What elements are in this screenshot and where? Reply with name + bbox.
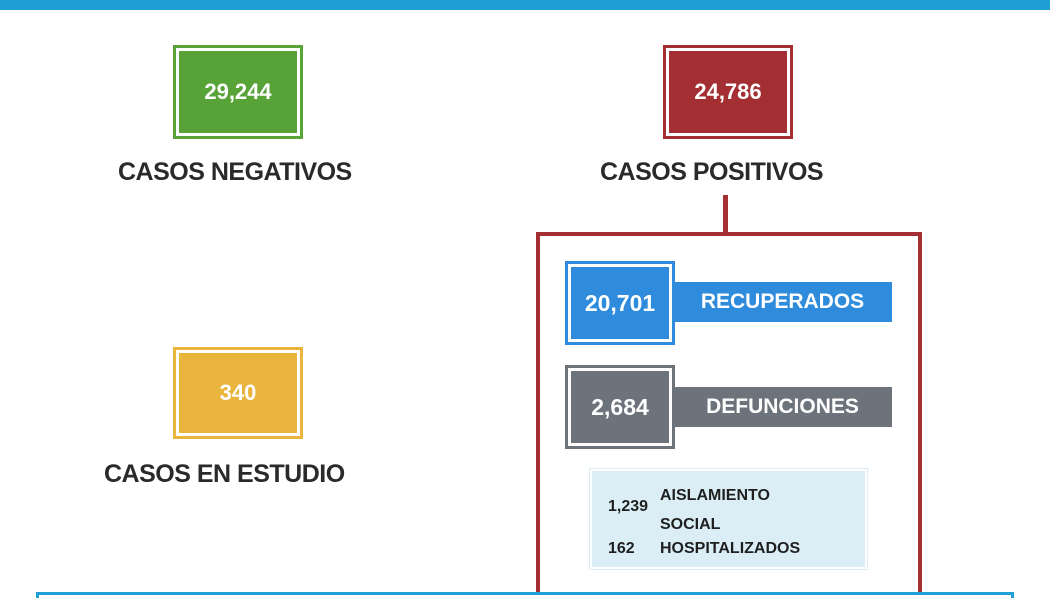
top-accent-bar [0, 0, 1050, 10]
recuperados-count-box: 20,701 [565, 261, 675, 345]
aislamiento-label-line1: AISLAMIENTO [660, 487, 770, 504]
negativos-count: 29,244 [204, 79, 272, 104]
recuperados-label: RECUPERADOS [700, 290, 865, 313]
hospitalizados-label: HOSPITALIZADOS [660, 540, 801, 557]
defunciones-count: 2,684 [591, 393, 649, 420]
positivos-breakdown-frame [536, 232, 922, 598]
recuperados-label-bar: RECUPERADOS [673, 282, 892, 322]
estudio-label: CASOS EN ESTUDIO [104, 460, 345, 488]
positivos-count: 24,786 [694, 79, 762, 104]
aislamiento-count: 1,239 [608, 498, 649, 515]
positivos-connector-line [723, 195, 728, 235]
defunciones-label-bar: DEFUNCIONES [673, 387, 892, 427]
negativos-count-box: 29,244 [173, 45, 303, 139]
estudio-count-box: 340 [173, 347, 303, 439]
positivos-count-box: 24,786 [663, 45, 793, 139]
estudio-count: 340 [219, 380, 257, 405]
bottom-panel-edge [36, 592, 1014, 598]
recuperados-count: 20,701 [584, 289, 656, 316]
defunciones-label: DEFUNCIONES [706, 395, 859, 418]
positivos-detail-box: 1,239 AISLAMIENTO SOCIAL 162 HOSPITALIZA… [589, 468, 868, 570]
defunciones-count-box: 2,684 [565, 365, 675, 449]
aislamiento-label: AISLAMIENTO SOCIAL [660, 481, 770, 539]
aislamiento-label-line2: SOCIAL [660, 516, 721, 533]
positivos-label: CASOS POSITIVOS [600, 158, 824, 186]
hospitalizados-count: 162 [608, 540, 635, 557]
negativos-label: CASOS NEGATIVOS [118, 158, 352, 186]
